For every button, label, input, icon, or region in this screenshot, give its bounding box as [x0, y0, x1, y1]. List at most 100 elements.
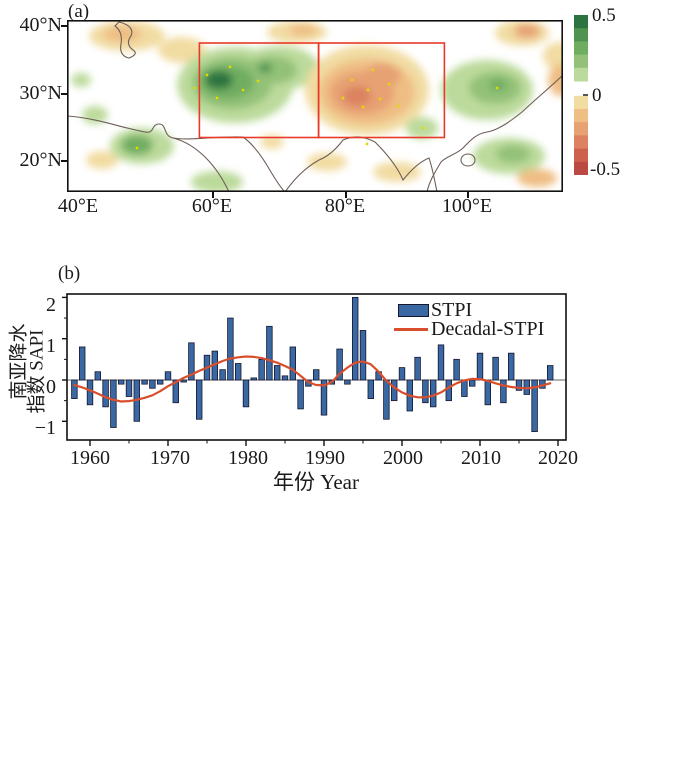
significance-dot — [495, 86, 499, 90]
stpi-bar — [351, 296, 359, 381]
stpi-bar — [500, 379, 507, 404]
bar-chart-frame — [66, 293, 567, 441]
map-xtick-100e: 100°E — [441, 195, 493, 217]
stpi-bar — [102, 379, 109, 408]
significance-dot — [228, 65, 232, 69]
anomaly-blob — [71, 73, 91, 87]
anomaly-blob — [205, 71, 233, 89]
stpi-bar — [515, 379, 523, 391]
stpi-bar — [180, 379, 187, 383]
anomaly-blob — [343, 86, 371, 106]
stpi-bar — [414, 356, 421, 381]
stpi-bar — [219, 369, 226, 381]
anomaly-blob — [307, 153, 347, 171]
significance-dot — [421, 126, 425, 130]
stpi-bar — [453, 358, 460, 381]
stpi-bar — [157, 379, 164, 385]
stpi-bar — [149, 379, 156, 389]
stpi-bar — [383, 379, 390, 420]
sapi-xtick-1990: 1990 — [305, 447, 345, 469]
stpi-bar — [367, 379, 374, 399]
sapi-xtick-2000: 2000 — [383, 447, 423, 469]
stpi-bar — [242, 379, 250, 408]
stpi-bar — [546, 365, 554, 381]
significance-dot — [378, 97, 382, 101]
stpi-bar — [234, 363, 242, 381]
significance-dot — [396, 104, 400, 108]
anomaly-blob — [258, 63, 272, 73]
stpi-bar — [468, 379, 476, 387]
map-xtick-mark — [212, 192, 214, 198]
anomaly-blob — [373, 162, 421, 182]
sapi-yaxis-title-line2: 指数 SAPI — [26, 329, 48, 414]
coastline — [172, 136, 438, 192]
stpi-bar — [476, 352, 484, 381]
stpi-bar — [188, 342, 195, 381]
stpi-bar — [281, 375, 289, 381]
colorbar-tick-min: -0.5 — [590, 159, 621, 180]
colorbar-tick-mid: 0 — [592, 85, 602, 106]
stpi-bar — [297, 379, 304, 410]
significance-dot — [193, 86, 197, 90]
map-xtick-60e: 60°E — [191, 195, 233, 217]
anomaly-blob — [158, 37, 206, 63]
anomaly-blob — [543, 42, 563, 70]
significance-dot — [135, 146, 139, 150]
anomaly-blob — [289, 24, 317, 36]
significance-dot — [256, 79, 260, 83]
stpi-bar — [110, 379, 117, 428]
anomaly-blob — [191, 171, 243, 192]
stpi-bar — [78, 346, 86, 381]
coastline — [114, 21, 136, 59]
stpi-bar — [429, 379, 437, 408]
stpi-bar — [398, 367, 406, 381]
stpi-bar — [344, 379, 351, 385]
stpi-bar — [195, 379, 203, 420]
significance-dot — [241, 88, 245, 92]
stpi-bar — [445, 379, 452, 402]
stpi-bar — [71, 379, 78, 399]
study-region-box — [317, 42, 446, 139]
map-xtick-mark — [467, 192, 469, 198]
sapi-xtick-2010: 2010 — [461, 447, 501, 469]
map-xtick-80e: 80°E — [324, 195, 366, 217]
anomaly-blob — [514, 24, 540, 38]
anomaly-blob — [82, 106, 108, 124]
figure-page: { "panel_a": { "label": "(a)", "y_tick_l… — [8, 1, 621, 494]
anomaly-blob — [247, 56, 297, 84]
anomaly-blob — [260, 135, 284, 149]
bar-chart-plot — [62, 293, 567, 446]
map-xtick-mark — [345, 192, 347, 198]
coastline — [426, 74, 563, 192]
stpi-bar — [172, 379, 179, 404]
significance-dot — [361, 105, 365, 109]
sapi-ytick-0: 0 — [46, 376, 56, 398]
sapi-ytick-2: 2 — [46, 294, 56, 316]
panel-b-label: (b) — [58, 263, 81, 284]
legend-line-swatch — [394, 328, 428, 331]
anomaly-blob — [496, 145, 530, 163]
stpi-bar — [94, 371, 101, 381]
map-xtick-40e: 40°E — [57, 195, 99, 217]
legend-line-label: Decadal-STPI — [431, 318, 545, 340]
anomaly-blob — [86, 151, 118, 169]
stpi-bar — [86, 379, 94, 406]
map-ytick-40n: 40°N — [19, 14, 62, 36]
stpi-bar — [507, 352, 515, 381]
anomaly-blob — [489, 79, 507, 91]
significance-dot — [215, 96, 219, 100]
colorbar — [574, 15, 588, 175]
stpi-bar — [336, 348, 343, 381]
stpi-bar — [312, 369, 320, 381]
map-frame — [67, 20, 563, 192]
stpi-bar — [492, 356, 499, 381]
anomaly-blob — [121, 135, 153, 155]
map-ytick-mark — [61, 25, 67, 27]
stpi-bar — [390, 379, 398, 402]
stpi-bar — [437, 344, 445, 381]
decadal-stpi-line — [73, 355, 552, 403]
stpi-bar — [461, 379, 468, 397]
stpi-bar — [531, 379, 538, 433]
map-ytick-20n: 20°N — [19, 149, 62, 171]
stpi-bar — [258, 358, 265, 381]
